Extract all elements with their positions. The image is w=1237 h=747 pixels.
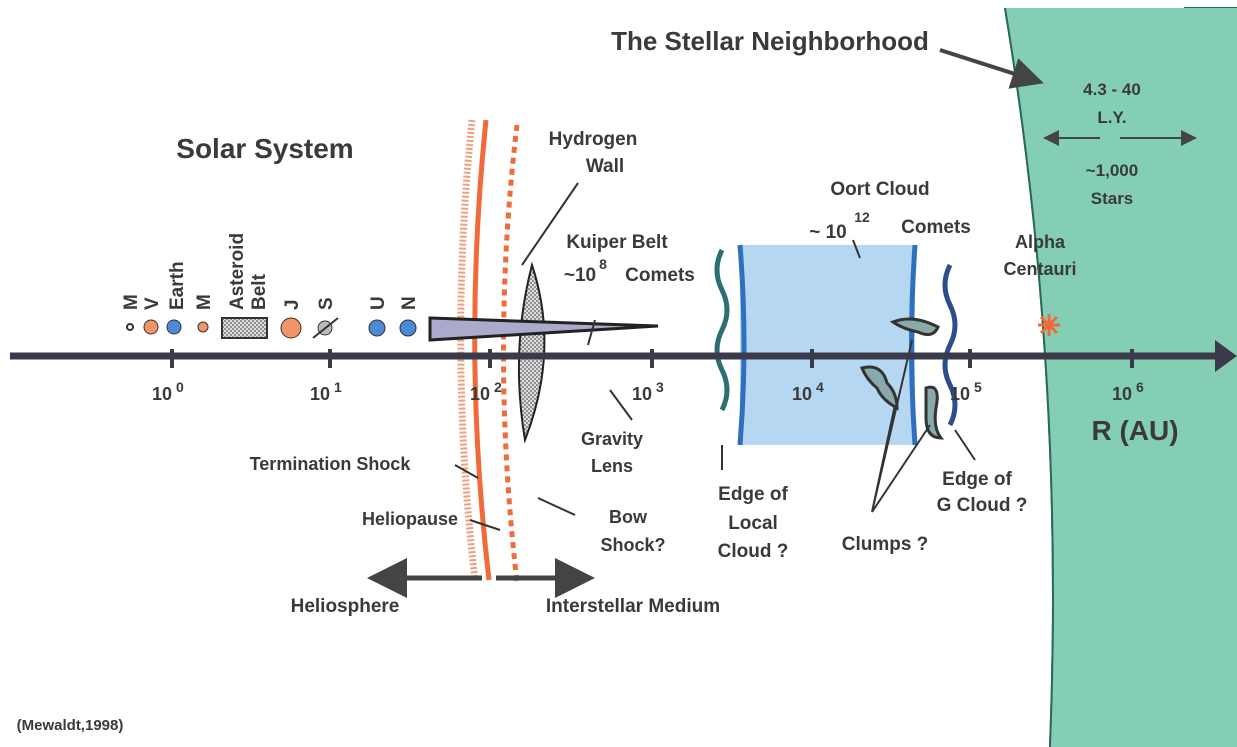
planet-label: U [368,296,389,310]
label: Centauri [1003,259,1076,279]
band-fill [1005,8,1237,747]
planet [197,321,209,333]
oort-cloud [740,245,915,445]
tick-exponent: 1 [334,379,342,395]
label: 12 [854,209,870,225]
asteroid-belt [221,317,268,339]
label: Lens [591,456,633,476]
tick-label: 10 [950,384,970,404]
kuiper-belt [428,316,659,342]
label: Gravity [581,429,643,449]
termination-shock [457,119,479,581]
label: Oort Cloud [830,179,929,200]
planet [280,317,302,339]
heliopause [472,119,492,581]
tick-exponent: 4 [816,379,824,395]
title-arrow [939,48,1044,89]
label: G Cloud ? [937,495,1028,516]
tick-label: 10 [792,384,812,404]
tick-exponent: 6 [1136,379,1144,395]
axis-head [1215,340,1237,372]
label: Alpha [1015,232,1066,252]
label: Comets [901,217,971,238]
tick-label: 10 [1112,384,1132,404]
label: Cloud ? [718,541,789,562]
label: Kuiper Belt [566,232,668,253]
local-cloud-edge [714,248,730,412]
planet-label: V [142,297,163,310]
planet [399,319,417,337]
leaders [454,182,976,531]
label: Interstellar Medium [546,596,720,617]
title: The Stellar Neighborhood [611,26,929,56]
label: Hydrogen [549,129,638,150]
label: Shock? [600,535,665,555]
label: Bow [609,507,648,527]
label: Heliopause [362,509,458,529]
label: Termination Shock [250,454,412,474]
planet-label: N [399,296,420,310]
planet [126,323,134,331]
planet-label: S [316,297,337,310]
label: ~ 10 [809,222,847,243]
planet [166,319,182,335]
planet-label: M [121,294,142,310]
planet-label: M [194,294,215,310]
planet [368,319,386,337]
label: ~1,000 [1086,161,1138,180]
tick-exponent: 2 [494,379,502,395]
star [1038,314,1060,336]
planet [143,319,159,335]
ring [312,317,339,339]
tick-label: 10 [470,384,490,404]
clump [924,385,945,440]
planet-label: Asteroid [227,233,248,310]
label: Wall [586,156,624,177]
band-edge [1004,7,1054,747]
planet-label: Earth [167,261,188,310]
clump [889,317,940,337]
clump-leaders [871,339,931,513]
label: 8 [599,256,607,272]
label: Edge of [718,484,788,505]
tick-exponent: 3 [656,379,664,395]
tick-label: 10 [632,384,652,404]
label: Heliosphere [291,596,400,617]
planet-label: Belt [249,273,270,310]
tick-exponent: 5 [974,379,982,395]
label: ~10 [564,265,596,286]
label: Clumps ? [842,534,929,555]
g-cloud-edge [942,263,958,427]
axis-label: R (AU) [1091,415,1178,446]
planet-label: J [282,299,303,310]
label: Edge of [942,469,1012,490]
label: Local [728,513,778,534]
label: 4.3 - 40 [1083,80,1141,99]
tick-label: 10 [152,384,172,404]
heading: Solar System [176,133,353,164]
source: (Mewaldt,1998) [17,717,124,734]
tick-label: 10 [310,384,330,404]
label: Comets [625,265,695,286]
label: L.Y. [1097,108,1126,127]
tick-exponent: 0 [176,379,184,395]
label: Stars [1091,189,1134,208]
